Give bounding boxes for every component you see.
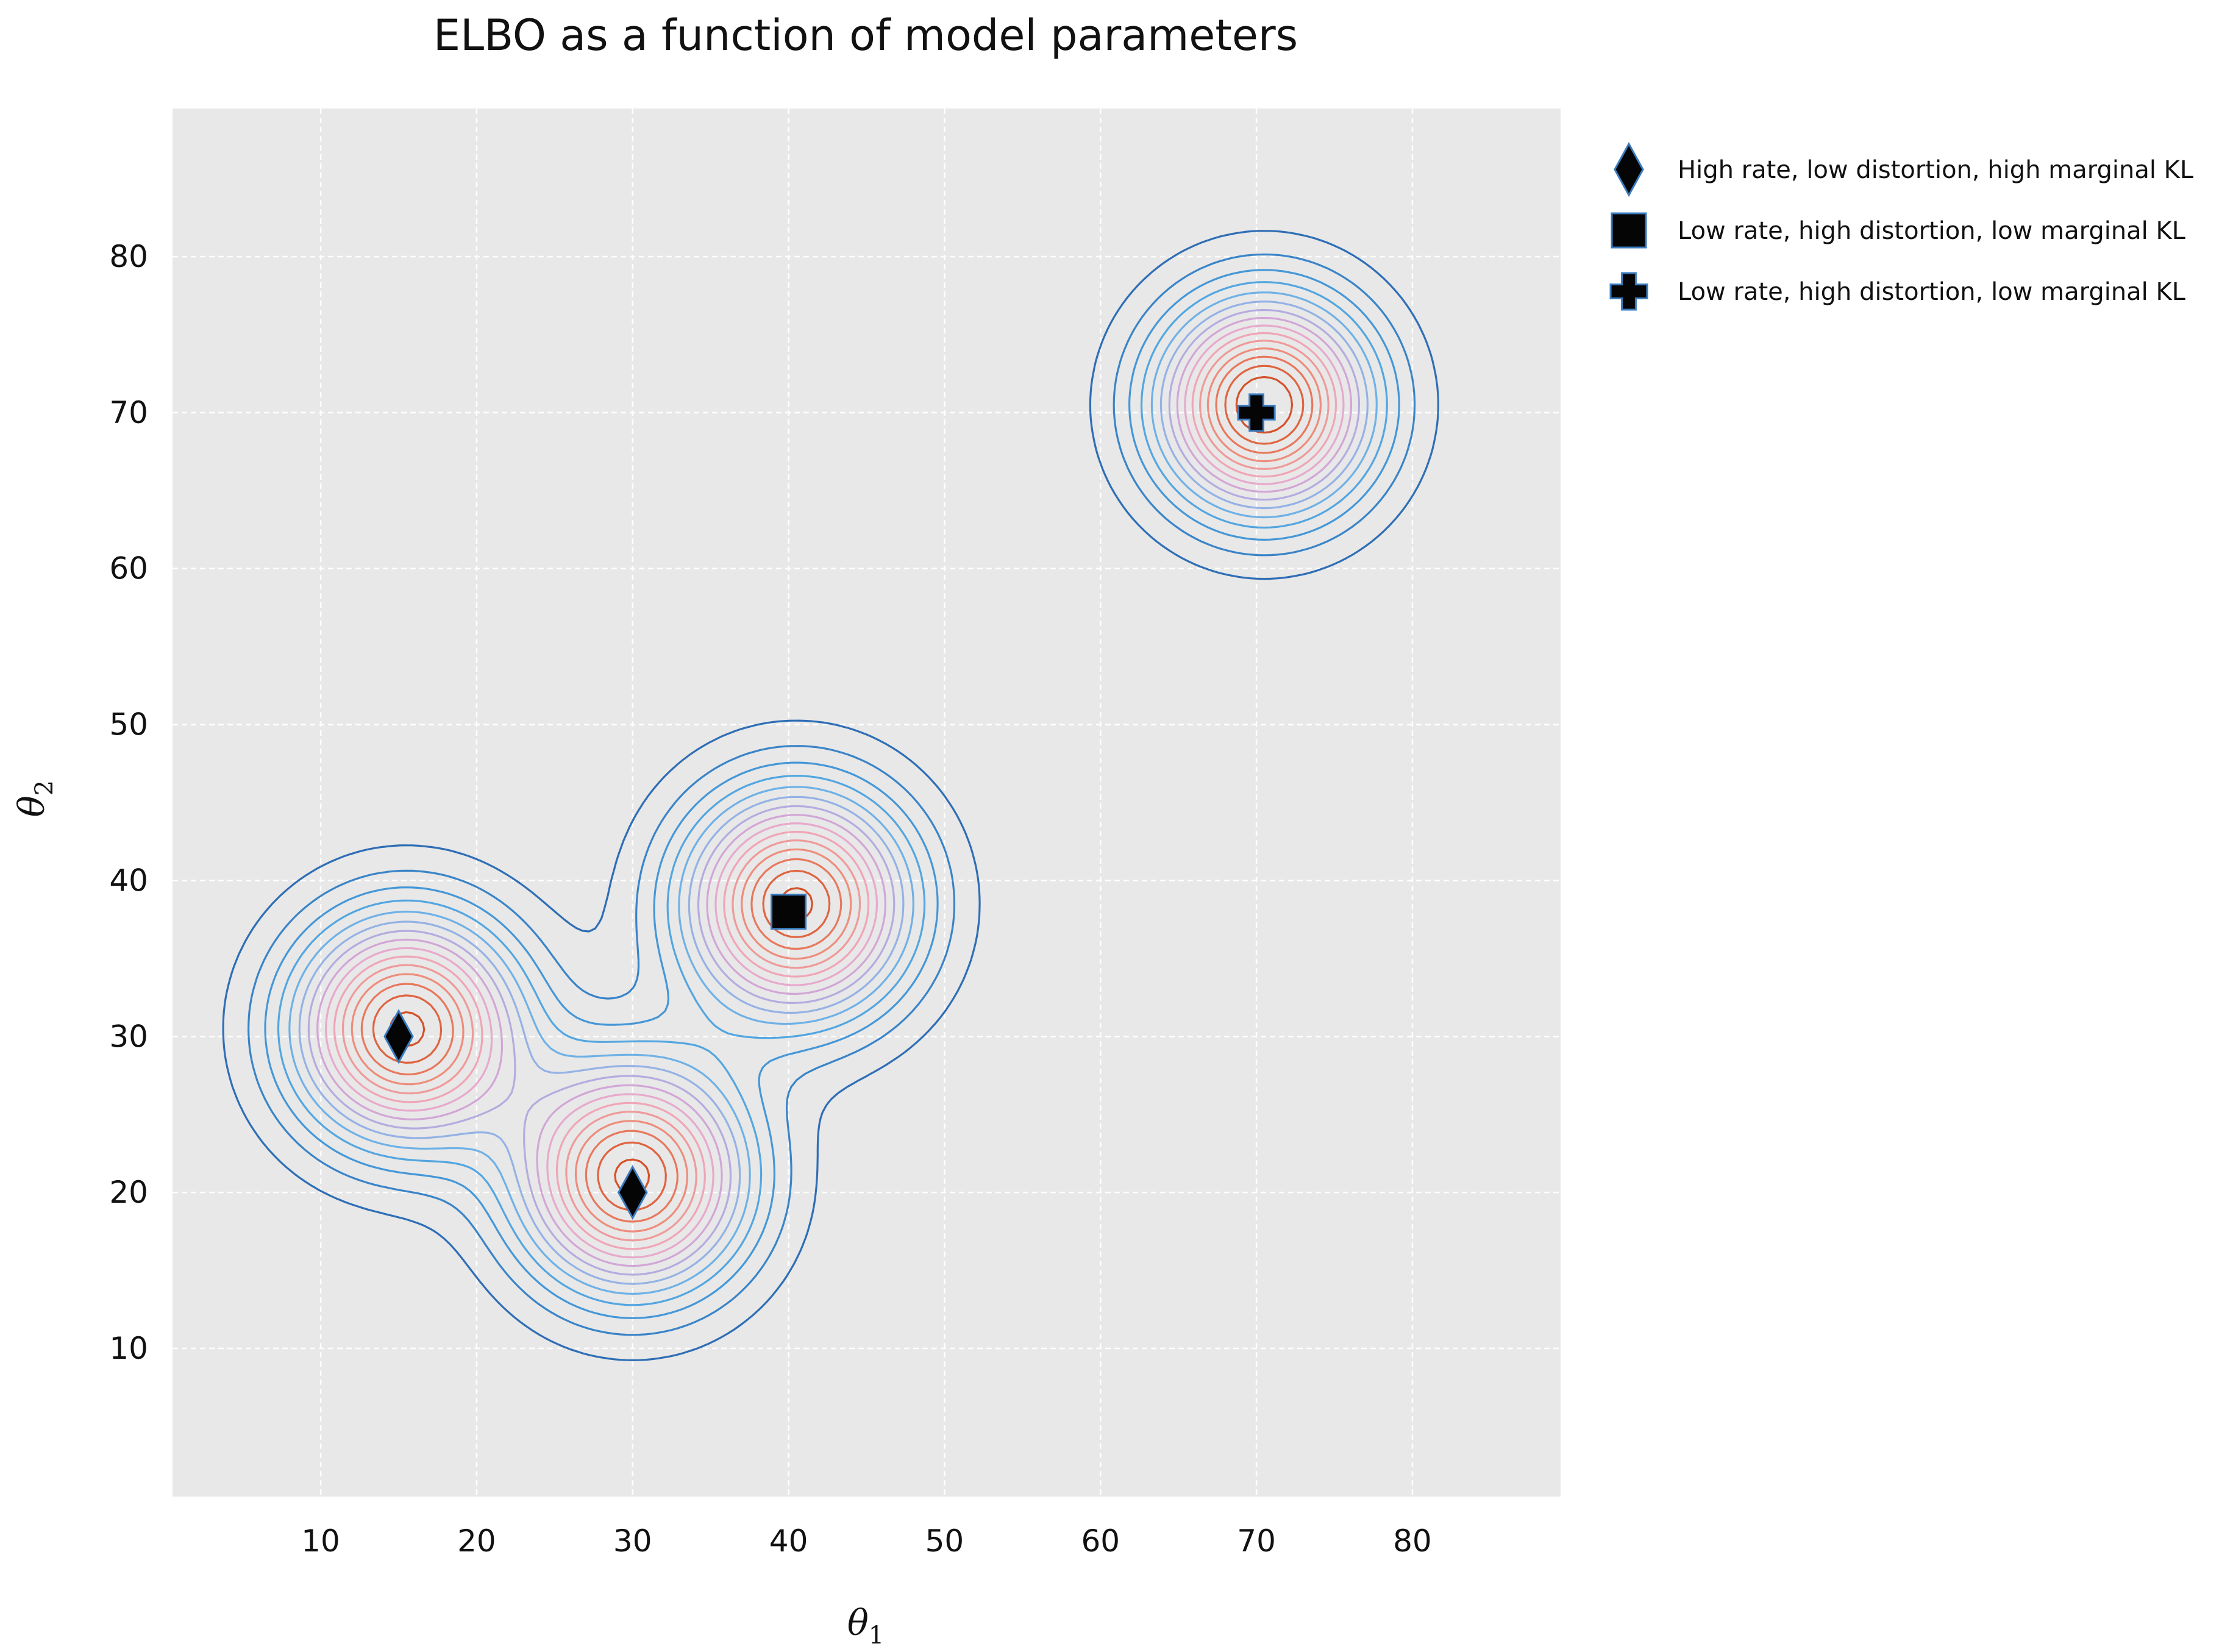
chart-title: ELBO as a function of model parameters: [433, 10, 1298, 60]
contour-level-8: [316, 316, 1353, 1267]
contour-level-2: [247, 253, 1416, 1336]
contour-level-1: [222, 230, 1439, 1361]
y-tick-label: 80: [109, 239, 148, 274]
legend-diamond-icon: [1614, 141, 1644, 198]
diamond-marker: [383, 1009, 414, 1064]
y-tick-label: 70: [109, 395, 148, 430]
y-tick-label: 10: [109, 1331, 148, 1366]
x-tick-label: 50: [925, 1523, 964, 1559]
contour-level-6: [298, 301, 1369, 1285]
legend-entry-label: High rate, low distortion, high marginal…: [1678, 156, 2194, 184]
contour-lines: [222, 230, 1439, 1361]
y-tick-label: 30: [109, 1019, 148, 1054]
contour-level-3: [264, 269, 1400, 1319]
grid: [173, 109, 1561, 1497]
y-axis-label: θ2: [11, 780, 59, 817]
contour-level-7: [307, 308, 1361, 1276]
plot-area: [173, 109, 1561, 1497]
diamond-marker: [617, 1164, 648, 1220]
legend-square-icon: [1611, 212, 1647, 249]
y-tick-label: 50: [109, 707, 148, 742]
y-tick-label: 60: [109, 551, 148, 586]
tick-labels: 10 20 30 40 50 60 70 80 10 20 30 40 50 60 70 80: [109, 239, 1431, 1559]
legend-plus-icon: [1609, 272, 1648, 311]
contour-level-5: [288, 291, 1378, 1295]
y-tick-label: 40: [109, 863, 148, 898]
markers: [383, 393, 1276, 1220]
x-tick-label: 60: [1081, 1523, 1120, 1559]
contour-level-14: [372, 365, 1305, 1211]
contour-level-13: [360, 355, 1314, 1223]
contour-level-9: [325, 324, 1345, 1259]
contour-level-12: [351, 347, 1322, 1233]
legend: High rate, low distortion, high marginal…: [1609, 141, 2194, 311]
y-tick-label: 20: [109, 1175, 148, 1210]
x-tick-label: 30: [613, 1523, 652, 1559]
legend-entry-label: Low rate, high distortion, low marginal …: [1678, 278, 2186, 306]
contour-level-4: [277, 281, 1388, 1306]
x-tick-label: 40: [769, 1523, 808, 1559]
plus-marker: [1237, 393, 1276, 432]
x-tick-label: 20: [457, 1523, 496, 1559]
x-axis-label: θ1: [847, 1602, 884, 1650]
x-tick-label: 70: [1237, 1523, 1276, 1559]
contour-level-11: [341, 340, 1330, 1242]
legend-entry-label: Low rate, high distortion, low marginal …: [1678, 217, 2186, 245]
contour-level-10: [333, 332, 1337, 1250]
x-tick-label: 80: [1393, 1523, 1432, 1559]
square-marker: [771, 894, 807, 930]
x-tick-label: 10: [301, 1523, 340, 1559]
